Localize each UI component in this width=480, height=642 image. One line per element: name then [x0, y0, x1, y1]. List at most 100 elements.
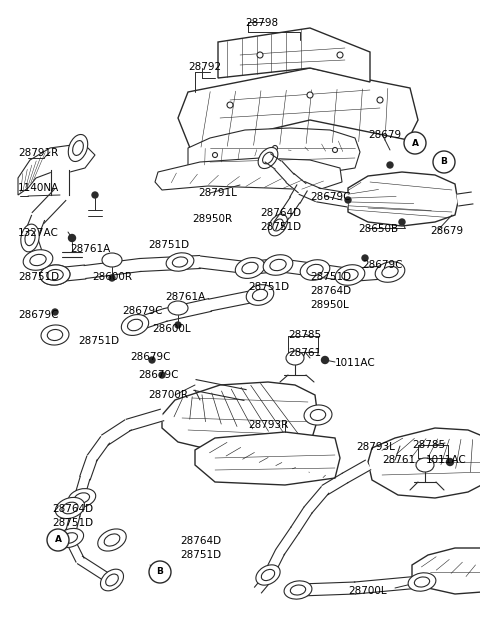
Polygon shape	[84, 259, 141, 279]
Ellipse shape	[47, 270, 63, 281]
Circle shape	[337, 52, 343, 58]
Circle shape	[387, 162, 393, 168]
Polygon shape	[304, 487, 329, 513]
Text: 1011AC: 1011AC	[335, 358, 376, 368]
Polygon shape	[274, 212, 289, 228]
Ellipse shape	[242, 263, 258, 273]
Ellipse shape	[40, 265, 70, 285]
Circle shape	[333, 148, 337, 153]
Circle shape	[433, 151, 455, 173]
Ellipse shape	[104, 534, 120, 546]
Circle shape	[377, 97, 383, 103]
Polygon shape	[188, 128, 360, 172]
Ellipse shape	[166, 253, 194, 271]
Polygon shape	[162, 382, 318, 455]
Polygon shape	[194, 379, 246, 401]
Text: 28791L: 28791L	[198, 188, 237, 198]
Ellipse shape	[48, 329, 63, 340]
Text: A: A	[411, 139, 419, 148]
Text: 28791R: 28791R	[18, 148, 58, 158]
Polygon shape	[51, 170, 69, 195]
Text: 28679C: 28679C	[18, 310, 59, 320]
Polygon shape	[218, 28, 370, 82]
Ellipse shape	[258, 148, 278, 169]
Text: 28798: 28798	[245, 18, 278, 28]
Ellipse shape	[25, 230, 35, 246]
Text: 28761A: 28761A	[165, 292, 205, 302]
Ellipse shape	[252, 290, 267, 300]
Circle shape	[69, 234, 75, 241]
Polygon shape	[164, 299, 211, 322]
Ellipse shape	[382, 266, 398, 277]
Polygon shape	[342, 460, 371, 483]
Ellipse shape	[261, 569, 275, 580]
Text: 28950R: 28950R	[192, 214, 232, 224]
Text: 28679: 28679	[430, 226, 463, 236]
Text: 28700R: 28700R	[148, 390, 188, 400]
Ellipse shape	[416, 458, 434, 472]
Circle shape	[149, 561, 171, 583]
Ellipse shape	[273, 219, 283, 231]
Text: B: B	[441, 157, 447, 166]
Text: 28793L: 28793L	[356, 442, 395, 452]
Circle shape	[213, 153, 217, 157]
Ellipse shape	[102, 253, 122, 267]
Polygon shape	[195, 432, 340, 485]
Text: 28950L: 28950L	[310, 300, 349, 310]
Text: 28600R: 28600R	[92, 272, 132, 282]
Text: 28764D: 28764D	[260, 208, 301, 218]
Ellipse shape	[68, 134, 88, 162]
Ellipse shape	[263, 152, 274, 164]
Ellipse shape	[270, 259, 286, 271]
Polygon shape	[314, 264, 351, 281]
Polygon shape	[274, 161, 294, 182]
Ellipse shape	[21, 224, 39, 252]
Circle shape	[307, 92, 313, 98]
Text: 28751D: 28751D	[248, 282, 289, 292]
Ellipse shape	[310, 410, 326, 421]
Polygon shape	[24, 216, 45, 241]
Polygon shape	[199, 256, 251, 274]
Polygon shape	[254, 575, 272, 593]
Polygon shape	[26, 238, 44, 260]
Ellipse shape	[100, 569, 123, 591]
Ellipse shape	[335, 265, 365, 285]
Text: 28751D: 28751D	[52, 518, 93, 528]
Text: 28751D: 28751D	[148, 240, 189, 250]
Ellipse shape	[246, 284, 274, 306]
Ellipse shape	[98, 529, 126, 551]
Text: 28792: 28792	[188, 62, 221, 72]
Text: 28679C: 28679C	[122, 306, 163, 316]
Ellipse shape	[284, 581, 312, 599]
Polygon shape	[178, 68, 418, 148]
Ellipse shape	[55, 498, 84, 519]
Polygon shape	[54, 265, 86, 282]
Ellipse shape	[290, 585, 306, 595]
Text: 28793R: 28793R	[248, 420, 288, 430]
Text: 28764D: 28764D	[310, 286, 351, 296]
Circle shape	[446, 458, 454, 465]
Circle shape	[92, 192, 98, 198]
Polygon shape	[291, 507, 312, 533]
Polygon shape	[65, 514, 80, 536]
Text: 28785: 28785	[412, 440, 445, 450]
Polygon shape	[300, 582, 355, 596]
Polygon shape	[412, 548, 480, 594]
Polygon shape	[140, 256, 200, 272]
Ellipse shape	[40, 265, 70, 285]
Circle shape	[399, 219, 405, 225]
Circle shape	[404, 132, 426, 154]
Polygon shape	[209, 289, 261, 311]
Ellipse shape	[121, 315, 149, 336]
Ellipse shape	[235, 257, 264, 279]
Circle shape	[345, 197, 351, 203]
Ellipse shape	[128, 319, 143, 331]
Ellipse shape	[414, 577, 430, 587]
Text: 28761: 28761	[288, 348, 321, 358]
Ellipse shape	[47, 270, 63, 281]
Polygon shape	[249, 259, 279, 275]
Circle shape	[175, 322, 181, 328]
Ellipse shape	[106, 574, 119, 586]
Text: 28751D: 28751D	[310, 272, 351, 282]
Polygon shape	[18, 145, 95, 195]
